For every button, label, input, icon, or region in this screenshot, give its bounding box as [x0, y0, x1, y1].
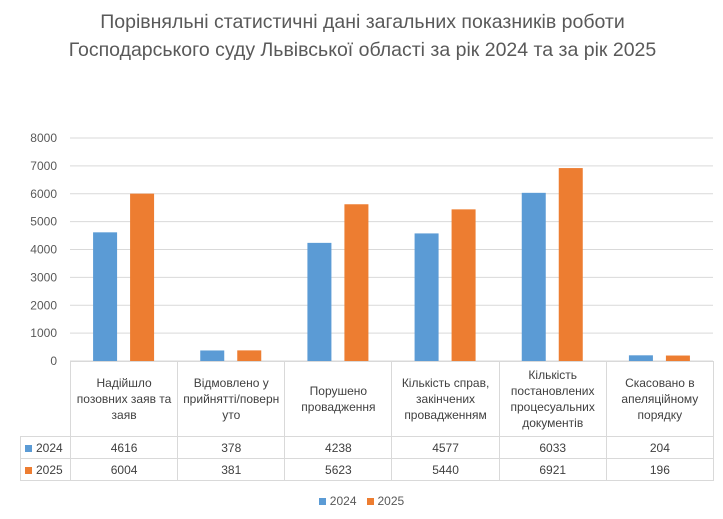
data-table: Надійшло позовних заяв та заяв Відмовлено… [20, 361, 714, 481]
bar-2025 [237, 350, 262, 361]
bar-plot: 0 1000 2000 3000 4000 5000 6000 7000 8000 [30, 131, 713, 368]
series-label: 2024 [20, 436, 71, 459]
value-cell: 204 [605, 436, 714, 459]
y-tick-label: 3000 [30, 270, 57, 284]
bar-2024 [93, 232, 118, 361]
bar-2025 [665, 355, 690, 361]
value-cell: 381 [177, 458, 286, 481]
category-label: Надійшло позовних заяв та заяв [69, 361, 179, 437]
value-cell: 4616 [69, 436, 179, 459]
bar-2025 [558, 168, 583, 361]
y-tick-label: 4000 [30, 243, 57, 257]
bar-2024 [521, 192, 546, 361]
legend-entry-2025: 2025 [366, 494, 404, 508]
bar-2024 [628, 355, 653, 361]
y-tick-label: 7000 [30, 159, 57, 173]
legend-swatch [366, 498, 374, 505]
category-label: Кількість постановлених процесуальних до… [498, 361, 607, 437]
y-tick-label: 0 [50, 354, 57, 368]
category-label: Порушено провадження [284, 361, 393, 437]
series-label: 2025 [20, 458, 71, 481]
table-corner [20, 361, 71, 437]
value-cell: 378 [177, 436, 286, 459]
category-label: Кількість справ, закінчених провадженням [391, 361, 500, 437]
category-label: Відмовлено у прийнятті/поверн уто [177, 361, 286, 437]
series-swatch [25, 466, 32, 474]
y-tick-label: 8000 [30, 131, 57, 145]
value-cell: 5440 [391, 458, 500, 481]
bar-2024 [200, 350, 225, 361]
value-cell: 4577 [391, 436, 500, 459]
value-cell: 196 [605, 458, 714, 481]
bar-2025 [344, 204, 369, 361]
value-cell: 6033 [498, 436, 607, 459]
bar-2025 [130, 193, 155, 361]
value-cell: 5623 [284, 458, 393, 481]
category-label: Скасовано в апеляційному порядку [605, 361, 714, 437]
series-swatch [25, 444, 32, 452]
bar-2024 [414, 233, 439, 361]
y-tick-label: 1000 [30, 326, 57, 340]
y-tick-label: 2000 [30, 298, 57, 312]
value-cell: 4238 [284, 436, 393, 459]
bar-2024 [307, 242, 332, 361]
value-cell: 6921 [498, 458, 607, 481]
category-row: Надійшло позовних заяв та заяв Відмовлено… [20, 361, 714, 437]
legend-entry-2024: 2024 [318, 494, 357, 508]
legend-swatch [318, 498, 326, 505]
y-tick-label: 5000 [30, 215, 57, 229]
legend: 2024 2025 [0, 494, 723, 508]
series-row-2024: 2024 4616 378 4238 4577 6033 204 [20, 436, 714, 459]
series-row-2025: 2025 6004 381 5623 5440 6921 196 [20, 458, 714, 481]
bar-2025 [451, 209, 476, 361]
value-cell: 6004 [69, 458, 179, 481]
chart-title: Порівняльні статистичні дані загальних п… [68, 11, 657, 61]
y-tick-label: 6000 [30, 187, 57, 201]
